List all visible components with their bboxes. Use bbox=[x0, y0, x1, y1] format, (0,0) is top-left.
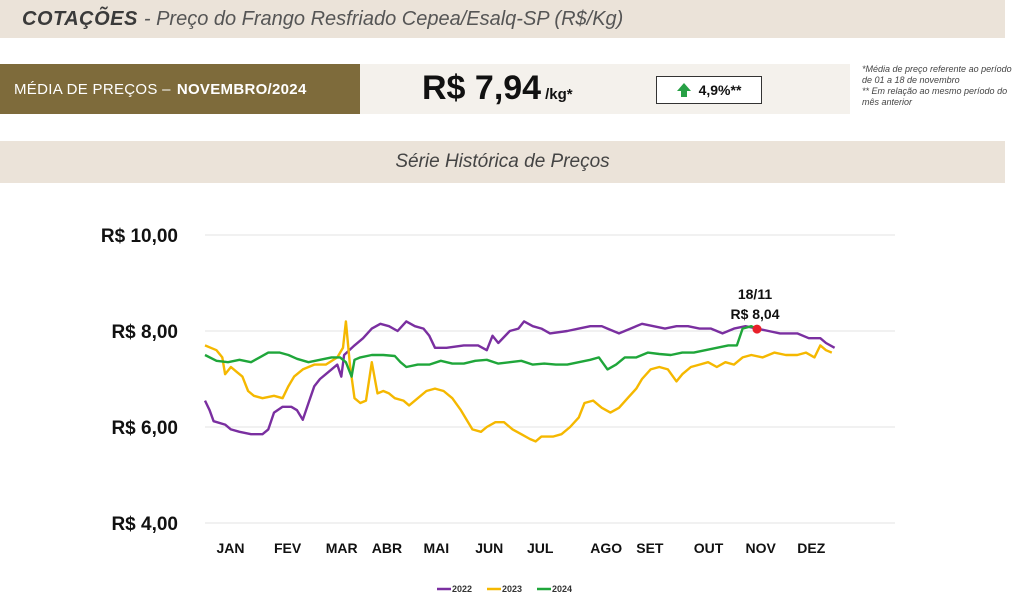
page-title: COTAÇÕES bbox=[22, 7, 138, 30]
legend-label-2023: 2023 bbox=[502, 584, 522, 594]
footnotes: *Média de preço referente ao período de … bbox=[862, 64, 1022, 108]
change-badge: 4,9%** bbox=[656, 76, 762, 104]
annotation-date: 18/11 bbox=[738, 286, 772, 302]
page-subtitle: - Preço do Frango Resfriado Cepea/Esalq-… bbox=[143, 7, 624, 30]
title-bar: COTAÇÕES - Preço do Frango Resfriado Cep… bbox=[0, 0, 1005, 38]
x-tick-label-9: OUT bbox=[694, 540, 724, 556]
average-price: R$ 7,94/kg* bbox=[422, 69, 573, 108]
x-tick-label-5: JUN bbox=[475, 540, 503, 556]
x-tick-label-11: DEZ bbox=[797, 540, 825, 556]
series-line-2024 bbox=[204, 325, 758, 378]
average-price-value: R$ 7,94 bbox=[422, 69, 542, 107]
change-value: 4,9%** bbox=[698, 82, 742, 98]
price-unit: /kg* bbox=[545, 86, 573, 103]
y-tick-label-0: R$ 4,00 bbox=[111, 514, 178, 535]
footnote-1: *Média de preço referente ao período de … bbox=[862, 64, 1012, 85]
y-tick-label-3: R$ 10,00 bbox=[101, 226, 178, 247]
x-tick-label-4: MAI bbox=[424, 540, 450, 556]
average-label: MÉDIA DE PREÇOS – bbox=[14, 80, 171, 98]
x-tick-label-0: JAN bbox=[217, 540, 245, 556]
x-tick-label-2: MAR bbox=[326, 540, 358, 556]
price-chart: R$ 4,00 R$ 6,00 R$ 8,00 R$ 10,00 JAN FEV MAR AB… bbox=[101, 226, 895, 594]
x-tick-label-1: FEV bbox=[274, 540, 302, 556]
arrow-up-icon bbox=[676, 83, 691, 97]
legend-label-2022: 2022 bbox=[452, 584, 472, 594]
annotation-point bbox=[752, 324, 762, 334]
x-tick-label-10: NOV bbox=[746, 540, 777, 556]
x-tick-label-6: JUL bbox=[527, 540, 554, 556]
footnote-2: ** Em relação ao mesmo período do mês an… bbox=[862, 86, 1008, 107]
series-line-2022 bbox=[203, 320, 836, 436]
annotation-value: R$ 8,04 bbox=[730, 306, 779, 322]
average-price-label-box: MÉDIA DE PREÇOS – NOVEMBRO/2024 bbox=[0, 64, 360, 114]
section-title: Série Histórica de Preços bbox=[395, 151, 610, 172]
y-tick-label-2: R$ 8,00 bbox=[111, 322, 178, 343]
x-tick-label-7: AGO bbox=[590, 540, 622, 556]
section-bar: Série Histórica de Preços bbox=[0, 141, 1005, 183]
x-tick-label-8: SET bbox=[636, 540, 664, 556]
series-line-2023 bbox=[204, 320, 833, 443]
legend-label-2024: 2024 bbox=[552, 584, 572, 594]
average-month: NOVEMBRO/2024 bbox=[176, 80, 307, 98]
x-tick-label-3: ABR bbox=[372, 540, 402, 556]
price-box: R$ 7,94/kg* 4,9%** bbox=[360, 64, 850, 114]
y-tick-label-1: R$ 6,00 bbox=[111, 418, 178, 439]
